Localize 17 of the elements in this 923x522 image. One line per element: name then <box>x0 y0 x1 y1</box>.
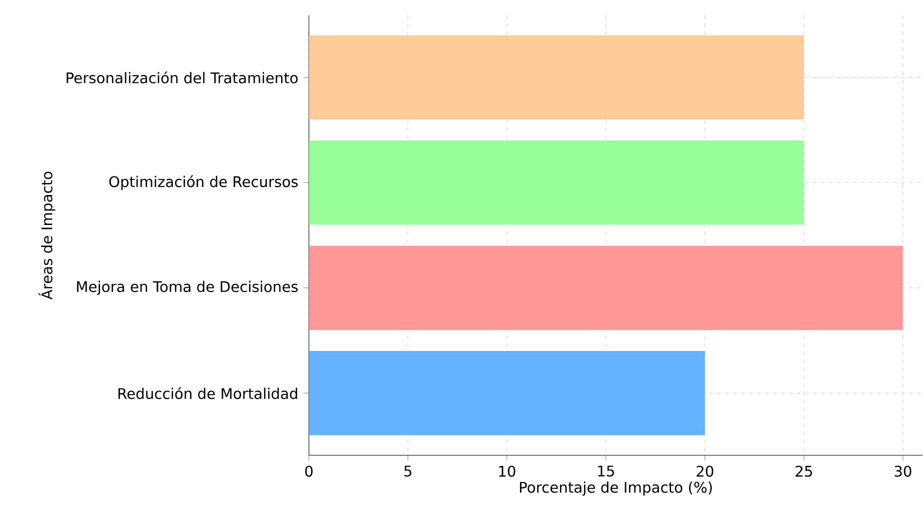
y-tick-label: Reducción de Mortalidad <box>118 387 298 400</box>
x-tick-label: 0 <box>305 466 313 477</box>
x-tick-label: 20 <box>696 466 714 477</box>
bar <box>308 140 804 225</box>
y-tick-label: Personalización del Tratamiento <box>66 72 298 84</box>
x-tick-label: 30 <box>894 466 912 477</box>
x-tick-label: 10 <box>499 466 516 477</box>
x-axis-title: Porcentaje de Impacto (%) <box>520 482 712 496</box>
y-tick-label: Mejora en Toma de Decisiones <box>77 280 298 296</box>
bar <box>308 35 804 120</box>
x-tick-label: 25 <box>796 466 812 477</box>
y-tick-label: Optimización de Recursos <box>109 175 298 190</box>
bar <box>308 351 705 436</box>
bar <box>308 246 903 330</box>
x-tick-label: 15 <box>598 466 614 477</box>
x-tick-label: 5 <box>404 466 412 477</box>
y-axis-title: Áreas de Impacto <box>38 172 56 300</box>
